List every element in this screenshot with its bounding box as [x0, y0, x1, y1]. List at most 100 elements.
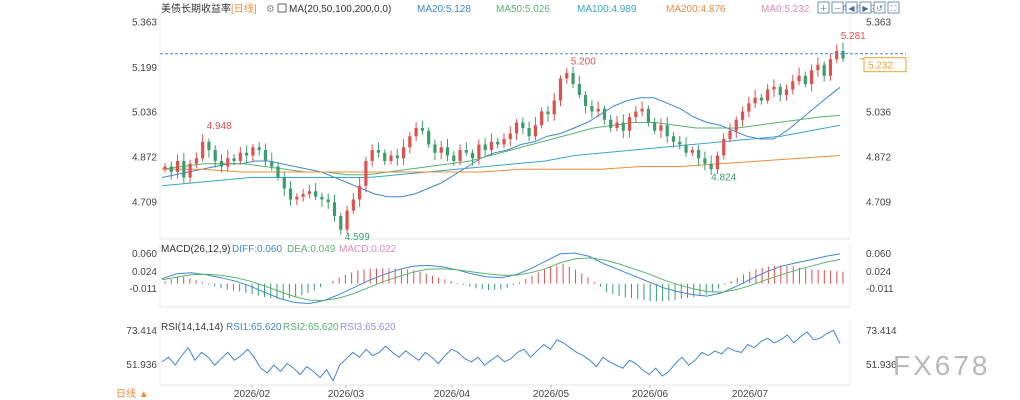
candle — [684, 137, 688, 157]
candle — [822, 61, 826, 82]
candle — [452, 151, 456, 166]
price-annotation: 4.599 — [345, 232, 370, 243]
svg-text:◀: ◀ — [848, 4, 855, 13]
price-tick-left: 5.199 — [132, 63, 157, 74]
period-button[interactable]: 日线 ▲ — [116, 387, 149, 400]
candle — [778, 83, 782, 102]
macd-legend-item: DEA:0.049 — [287, 244, 336, 255]
candle — [502, 133, 506, 148]
macd-tick-left: -0.011 — [129, 284, 157, 295]
candle — [803, 71, 807, 88]
macd-legend: DIFF:0.060 DEA:0.049 MACD:0.022 — [232, 244, 397, 255]
price-tick-right: 5.036 — [866, 108, 891, 119]
candle — [395, 148, 399, 166]
candle — [194, 152, 198, 168]
ma-legend-item: MA100:4.989 — [577, 4, 637, 15]
ma-legend: MA20:5.128 MA50:5.026 MA100:4.989 MA200:4.8… — [417, 4, 882, 15]
candle — [364, 156, 368, 193]
rsi-title: RSI(14,14,14) — [161, 322, 223, 333]
price-tick-left: 4.872 — [132, 153, 157, 164]
last-price-label: 5.232 — [868, 61, 893, 72]
candle — [263, 143, 268, 166]
chart-title: 美债长期收益率 — [161, 2, 231, 15]
candle — [671, 132, 676, 148]
price-annotation: 5.200 — [571, 57, 596, 68]
candle — [458, 144, 462, 166]
scroll-left-icon[interactable]: ◀ — [845, 1, 858, 14]
candle — [590, 100, 594, 119]
candlesticks — [163, 42, 845, 235]
candle — [213, 145, 217, 168]
candle — [659, 118, 663, 139]
candle — [232, 154, 236, 166]
candle — [772, 79, 776, 97]
candle — [389, 150, 393, 165]
candle — [257, 142, 261, 156]
period-tag[interactable]: [日线] — [231, 2, 257, 15]
x-tick-label: 2026/07 — [732, 389, 769, 400]
candle — [540, 107, 544, 129]
ma-legend-item: MA0:5.232 — [761, 4, 810, 15]
macd-lines — [161, 252, 841, 305]
rsi-legend-item: RSI1:65.620 — [226, 322, 282, 333]
candle — [163, 163, 167, 173]
macd-tick-left: 0.024 — [132, 267, 157, 278]
candle — [401, 139, 406, 165]
candle — [634, 105, 638, 123]
zoom-out-icon[interactable]: － — [831, 1, 844, 14]
candle — [508, 126, 512, 147]
ma-legend-item: MA50:5.026 — [496, 4, 550, 15]
rsi-line-path — [161, 329, 841, 382]
settings-icon[interactable]: ⚙ — [266, 4, 275, 15]
last-price-box — [863, 57, 907, 73]
price-tick-left: 5.036 — [132, 108, 157, 119]
zoom-in-icon[interactable]: ＋ — [817, 1, 830, 14]
candle — [471, 149, 475, 166]
candle — [314, 183, 318, 201]
candle — [690, 146, 694, 157]
candle — [301, 189, 305, 202]
candle — [728, 123, 732, 143]
candle — [383, 149, 387, 166]
rsi-tick-left: 51.936 — [126, 360, 157, 371]
macd-histogram — [164, 264, 844, 302]
reset-icon[interactable]: ↺ — [873, 1, 886, 14]
x-tick-label: 2026/05 — [533, 389, 570, 400]
candle — [326, 193, 330, 209]
candle — [571, 66, 575, 89]
candle — [282, 171, 286, 196]
ma-legend-item: MA200:4.876 — [666, 4, 726, 15]
macd-y-axis: 0.060 0.060 0.024 0.024 -0.011 -0.011 — [129, 249, 894, 295]
candle — [238, 146, 242, 165]
candle — [546, 105, 550, 122]
price-tick-right: 4.709 — [866, 198, 891, 209]
candle — [722, 133, 726, 160]
candle — [427, 127, 431, 148]
candle — [527, 121, 531, 142]
candle — [464, 142, 468, 157]
candle — [740, 106, 745, 127]
rsi-legend-item: RSI3:65.620 — [340, 322, 396, 333]
candle — [533, 117, 537, 141]
candle — [828, 54, 833, 81]
candle — [332, 194, 337, 222]
candle — [433, 139, 437, 161]
candle — [715, 151, 720, 175]
candle — [810, 64, 814, 92]
scroll-right-icon[interactable]: ▶ — [859, 1, 872, 14]
candle — [477, 139, 481, 165]
candle — [558, 75, 563, 107]
fullscreen-icon[interactable]: ⛶ — [887, 1, 900, 14]
candle — [420, 120, 424, 135]
candle — [609, 114, 613, 133]
candle — [351, 192, 355, 214]
svg-text:↺: ↺ — [876, 4, 883, 13]
svg-text:⛶: ⛶ — [890, 4, 897, 13]
candle — [784, 84, 789, 101]
macd-tick-left: 0.060 — [132, 249, 157, 260]
candle — [521, 117, 525, 134]
candle — [376, 142, 381, 158]
macd-tick-right: -0.011 — [866, 284, 894, 295]
price-tick-right: 5.363 — [866, 18, 891, 29]
price-y-axis-left: 5.363 5.199 5.036 4.872 4.709 — [132, 18, 157, 209]
